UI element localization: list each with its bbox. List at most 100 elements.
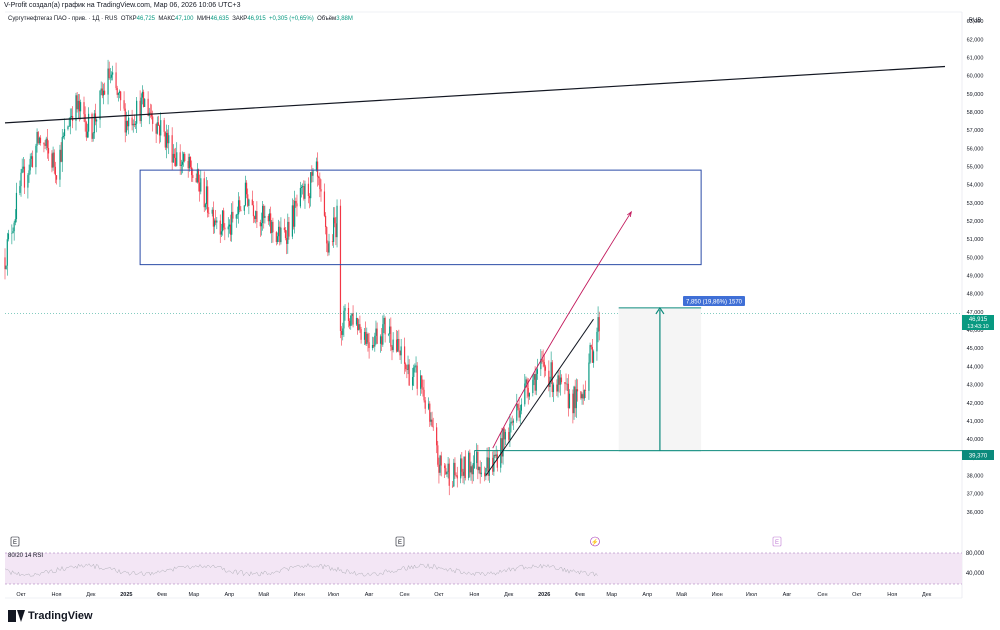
- candle-body: [184, 153, 186, 161]
- candle-body: [502, 428, 504, 457]
- candle: [496, 449, 498, 472]
- candle-body: [109, 77, 111, 79]
- candle: [109, 67, 111, 84]
- candle: [486, 447, 488, 472]
- candle: [280, 217, 282, 245]
- candle: [365, 321, 367, 346]
- candle: [12, 227, 14, 234]
- candle: [22, 157, 24, 173]
- candle-body: [496, 454, 498, 468]
- candle-body: [516, 403, 518, 421]
- candle: [517, 403, 519, 411]
- candle-body: [134, 123, 137, 125]
- candle-body: [139, 100, 141, 122]
- candle: [292, 199, 295, 230]
- candle: [421, 375, 423, 394]
- candle: [518, 397, 520, 422]
- candle: [236, 206, 239, 219]
- earnings-icon[interactable]: E: [10, 536, 20, 547]
- candle-body: [183, 153, 185, 162]
- candle: [533, 373, 535, 386]
- candle: [164, 131, 166, 151]
- candle-body: [11, 232, 13, 234]
- candle-body: [440, 455, 442, 466]
- candle: [478, 466, 480, 474]
- candle-body: [350, 315, 352, 326]
- candle: [574, 379, 576, 417]
- tradingview-logo-icon: [8, 610, 25, 622]
- tradingview-logo-text: TradingView: [28, 610, 93, 622]
- candle-body: [527, 387, 529, 397]
- candle-body: [598, 317, 600, 332]
- lightning-icon[interactable]: ⚡: [590, 536, 600, 547]
- candle-body: [53, 152, 55, 167]
- earnings-icon[interactable]: E: [772, 536, 782, 547]
- candle-body: [452, 485, 454, 487]
- candle-body: [303, 186, 305, 199]
- candle-body: [400, 346, 402, 356]
- candle: [243, 205, 245, 215]
- candle: [399, 350, 401, 361]
- candle: [367, 332, 369, 352]
- candle: [99, 90, 101, 128]
- candle-body: [360, 329, 362, 340]
- candle-body: [416, 365, 418, 389]
- candle: [39, 135, 42, 146]
- candle: [319, 172, 321, 198]
- candle-body: [108, 68, 110, 79]
- candle: [256, 201, 258, 228]
- candle-body: [299, 187, 301, 207]
- candle-body: [371, 345, 374, 349]
- candle-body: [22, 166, 24, 169]
- candle: [168, 124, 170, 155]
- candle: [172, 144, 174, 163]
- candle-body: [172, 153, 174, 163]
- candle: [54, 161, 56, 184]
- candle-body: [229, 224, 232, 235]
- earnings-icon[interactable]: E: [395, 536, 405, 547]
- candle: [408, 359, 410, 386]
- candle: [163, 117, 165, 137]
- candle-body: [61, 137, 63, 162]
- candle: [84, 106, 86, 132]
- candle-body: [189, 156, 192, 168]
- price-tick-label: 48,000: [967, 292, 984, 298]
- candle-body: [5, 265, 7, 270]
- candle-body: [179, 152, 181, 166]
- candle: [470, 461, 472, 481]
- candle: [213, 218, 216, 234]
- time-tick-label: Ноя: [51, 592, 61, 598]
- candle: [283, 218, 285, 233]
- candle-body: [237, 200, 240, 215]
- candle-body: [534, 374, 536, 391]
- candle-body: [278, 226, 280, 237]
- candle: [535, 368, 537, 396]
- candle-body: [270, 213, 272, 234]
- candle: [155, 123, 157, 143]
- candle-body: [395, 339, 398, 352]
- candle: [183, 152, 185, 167]
- tradingview-logo[interactable]: TradingView: [8, 610, 93, 622]
- candle-body: [79, 102, 82, 112]
- candle: [375, 320, 377, 345]
- candle: [31, 150, 34, 168]
- candle-body: [107, 68, 109, 95]
- candle-body: [559, 377, 561, 385]
- candle: [52, 146, 54, 171]
- candle: [461, 451, 463, 477]
- candle-body: [191, 167, 193, 176]
- candle: [389, 318, 391, 343]
- symbol-name[interactable]: Сургутнефтегаз ПАО - прив. · 1Д · RUS: [8, 16, 118, 22]
- candle-body: [445, 468, 447, 475]
- candle: [583, 389, 585, 401]
- candle-body: [460, 458, 462, 479]
- candle: [92, 132, 94, 142]
- candle: [543, 353, 545, 378]
- candle-body: [67, 126, 69, 130]
- candle: [516, 393, 518, 423]
- candle-body: [484, 472, 486, 477]
- candle: [38, 136, 40, 145]
- candle: [272, 217, 274, 243]
- candle: [240, 206, 242, 212]
